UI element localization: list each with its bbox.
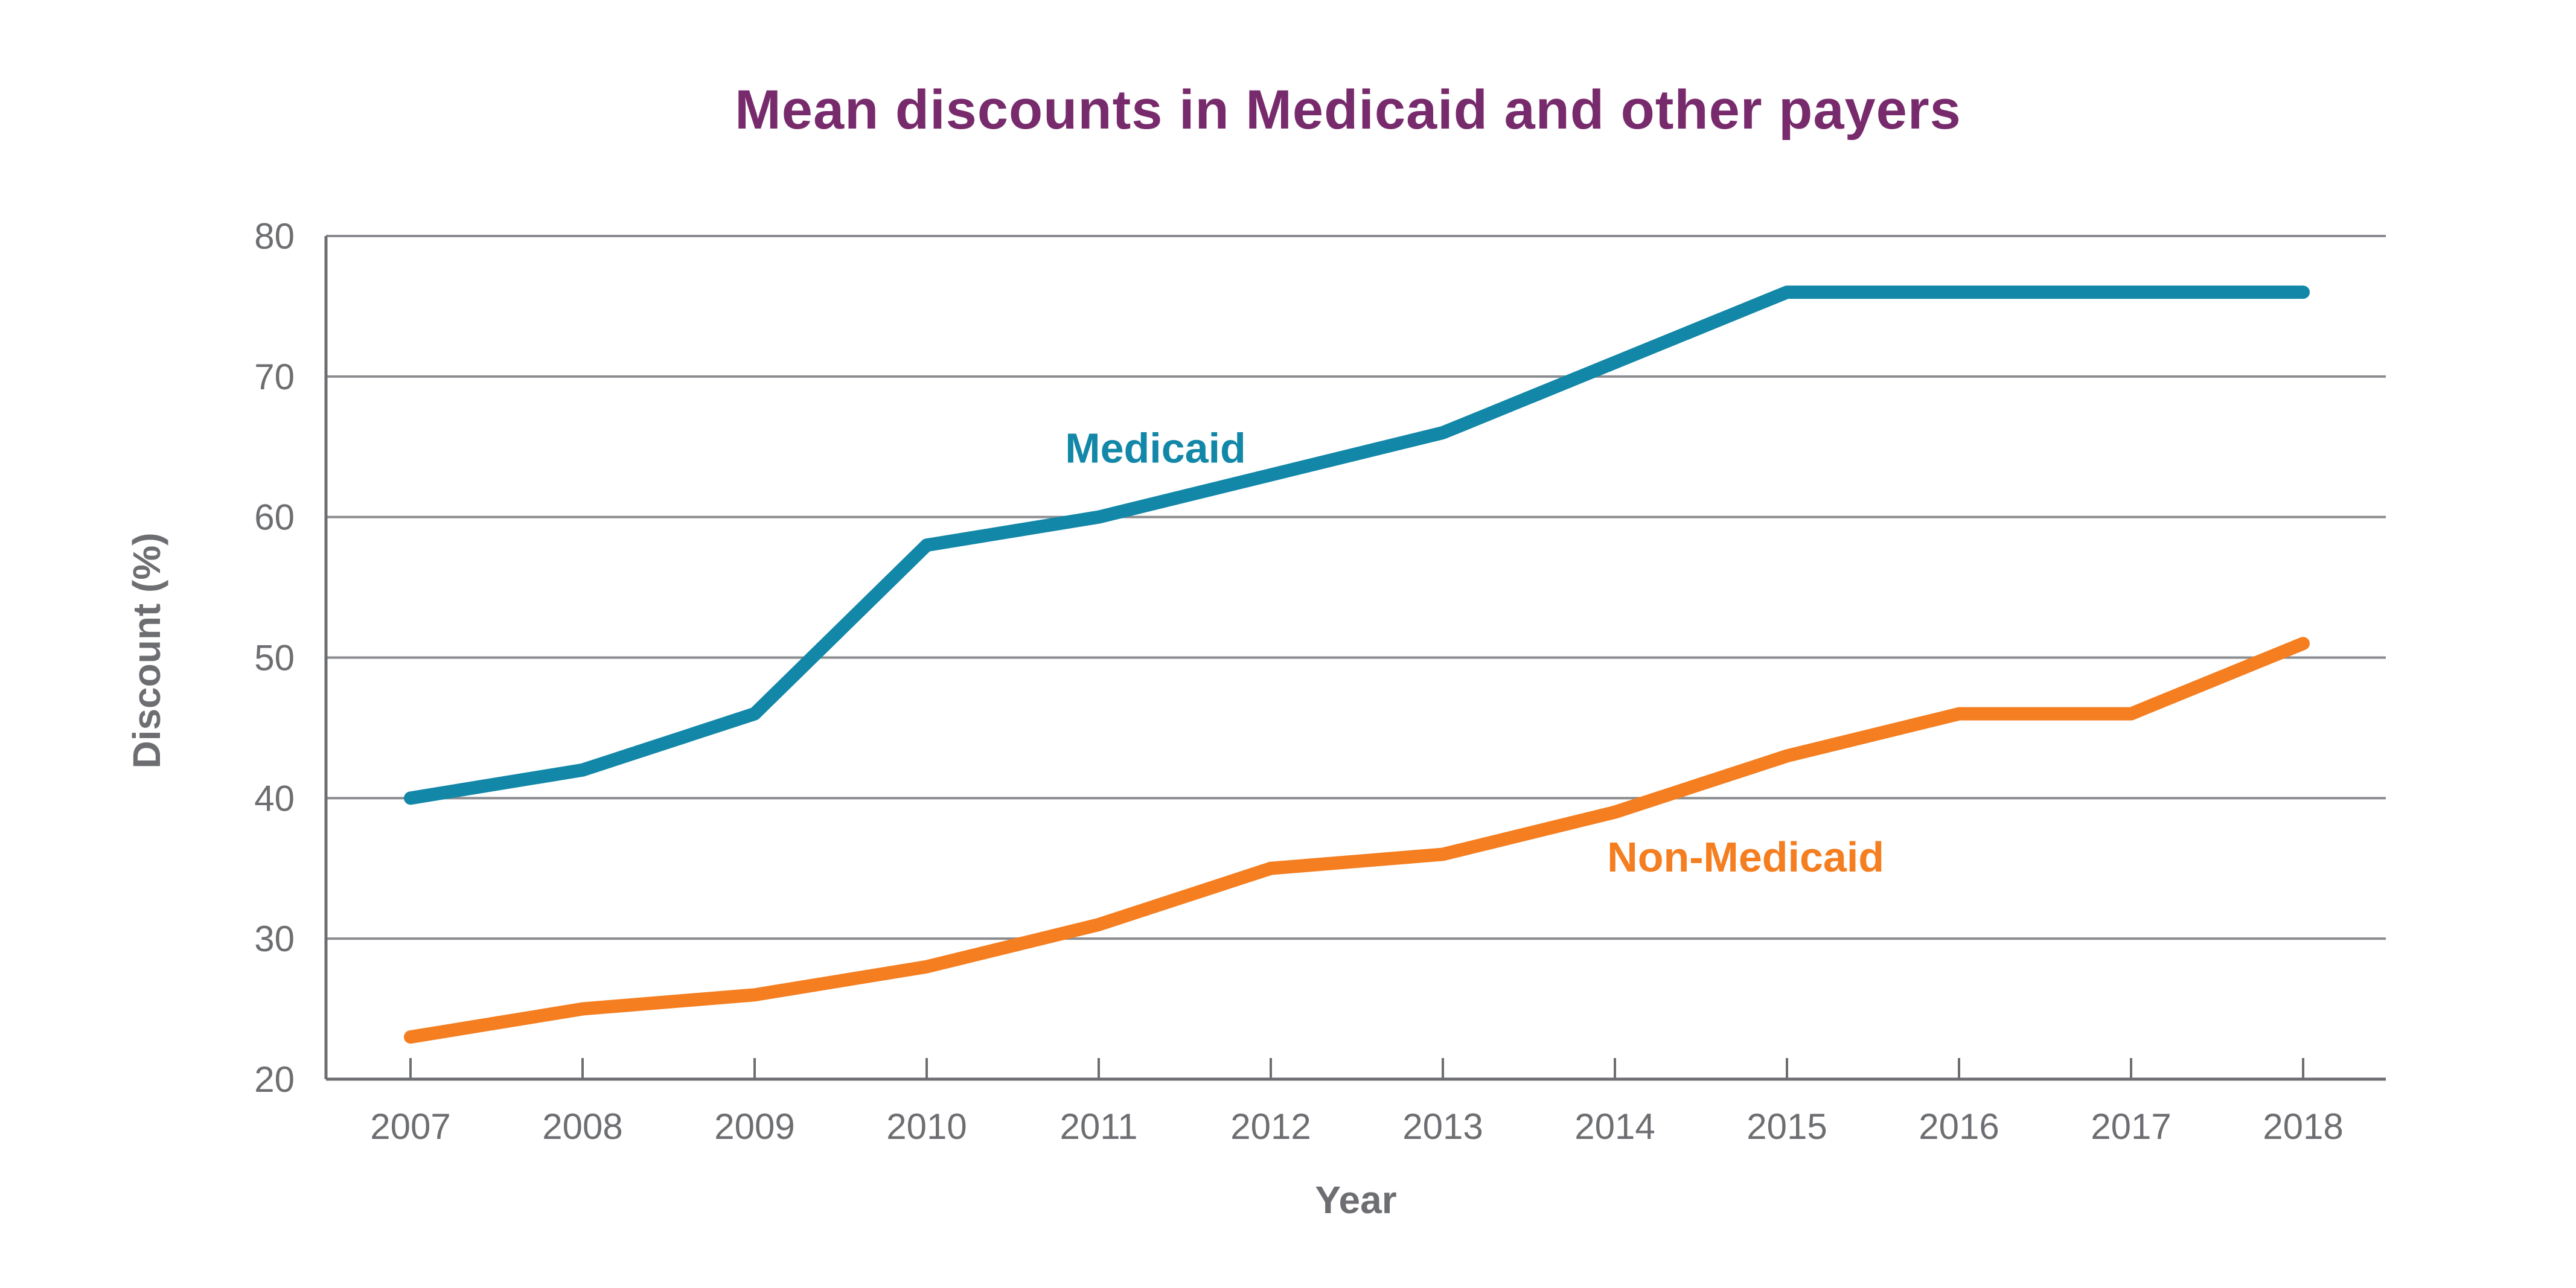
y-tick-label-70: 70 xyxy=(254,357,295,397)
x-tick-label-2007: 2007 xyxy=(370,1106,450,1147)
y-tick-label-60: 60 xyxy=(254,497,295,538)
x-axis-title: Year xyxy=(1315,1178,1397,1222)
y-tick-label-50: 50 xyxy=(254,638,295,678)
y-tick-label-80: 80 xyxy=(254,216,295,257)
y-tick-label-20: 20 xyxy=(254,1059,295,1100)
x-tick-label-2016: 2016 xyxy=(1919,1106,1999,1147)
x-tick-label-2018: 2018 xyxy=(2263,1106,2343,1147)
x-tick-label-2009: 2009 xyxy=(714,1106,794,1147)
x-tick-label-2017: 2017 xyxy=(2091,1106,2171,1147)
x-tick-marks xyxy=(409,1058,2304,1079)
x-tick-label-2014: 2014 xyxy=(1574,1106,1655,1147)
x-tick-label-2015: 2015 xyxy=(1747,1106,1827,1147)
chart-title: Mean discounts in Medicaid and other pay… xyxy=(735,79,1961,141)
y-tick-labels: 20 30 40 50 60 70 80 xyxy=(254,216,295,1100)
x-tick-label-2010: 2010 xyxy=(886,1106,967,1147)
gridlines xyxy=(326,235,2386,940)
non-medicaid-line xyxy=(404,637,2310,1044)
x-tick-label-2011: 2011 xyxy=(1059,1106,1137,1147)
non-medicaid-series-label: Non-Medicaid xyxy=(1607,834,1884,881)
x-tick-label-2013: 2013 xyxy=(1402,1106,1483,1147)
y-tick-label-40: 40 xyxy=(254,778,295,818)
x-tick-label-2008: 2008 xyxy=(542,1106,622,1147)
medicaid-series-label: Medicaid xyxy=(1065,425,1246,472)
y-tick-label-30: 30 xyxy=(254,919,295,959)
x-tick-label-2012: 2012 xyxy=(1230,1106,1311,1147)
x-tick-labels: 2007 2008 2009 2010 2011 2012 2013 2014 2015 2016… xyxy=(370,1106,2343,1147)
medicaid-line xyxy=(404,285,2310,805)
